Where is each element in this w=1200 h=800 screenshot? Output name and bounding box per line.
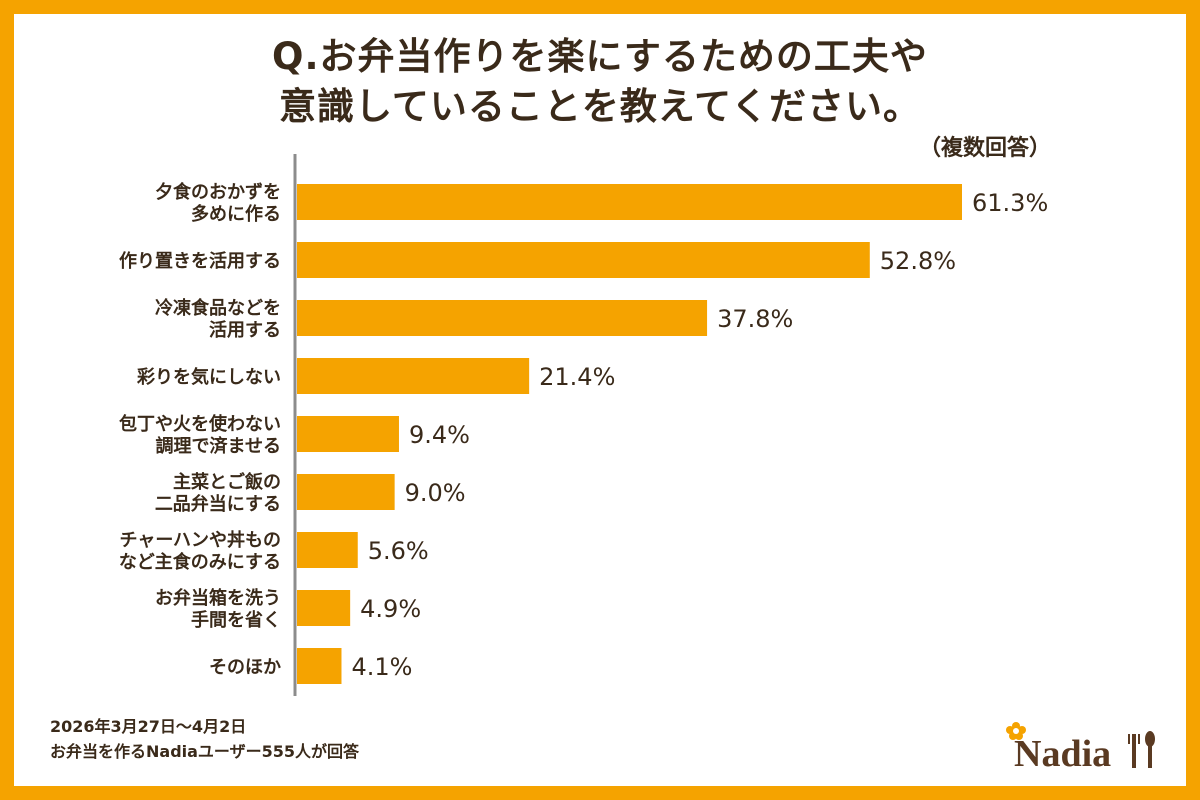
bar-5: [297, 474, 395, 510]
category-label-3-0: 彩りを気にしない: [136, 366, 281, 388]
category-label-5-1: 二品弁当にする: [155, 493, 281, 515]
value-label-0: 61.3%: [972, 189, 1048, 217]
value-label-7: 4.9%: [360, 595, 421, 623]
multiple-answer-note: （複数回答）: [919, 136, 1052, 161]
value-label-4: 9.4%: [409, 421, 470, 449]
value-label-8: 4.1%: [351, 653, 412, 681]
bar-2: [297, 300, 708, 336]
brand-wordmark: Nadia: [1014, 733, 1111, 774]
category-label-8-0: そのほか: [209, 657, 281, 678]
category-label-1-0: 作り置きを活用する: [119, 250, 281, 272]
bar-1: [297, 242, 870, 278]
category-label-5-0: 主菜とご飯の: [173, 471, 281, 493]
category-label-2-0: 冷凍食品などを: [155, 297, 281, 319]
bar-3: [297, 358, 530, 394]
category-label-0-0: 夕食のおかずを: [155, 181, 281, 203]
chart-title: Q.お弁当作りを楽にするための工夫や 意識していることを教えてください。: [14, 32, 1186, 132]
bar-4: [297, 416, 399, 452]
flower-icon: [1006, 722, 1026, 740]
title-line-2: 意識していることを教えてください。: [279, 85, 921, 128]
bar-7: [297, 590, 351, 626]
value-label-3: 21.4%: [539, 363, 615, 391]
category-label-4-0: 包丁や火を使わない: [119, 413, 281, 435]
chart-frame: Q.お弁当作りを楽にするための工夫や 意識していることを教えてください。 （複数…: [14, 14, 1186, 786]
bar-8: [297, 648, 342, 684]
value-label-2: 37.8%: [717, 305, 793, 333]
nadia-logo: Nadia: [1006, 722, 1155, 774]
category-label-0-1: 多めに作る: [191, 203, 281, 225]
category-label-6-1: など主食のみにする: [119, 551, 281, 573]
survey-date: 2026年3月27日～4月2日: [50, 717, 247, 736]
title-line-1: Q.お弁当作りを楽にするための工夫や: [272, 35, 928, 78]
bar-0: [297, 184, 962, 220]
category-label-6-0: チャーハンや丼もの: [120, 530, 281, 551]
value-label-1: 52.8%: [880, 247, 956, 275]
category-label-7-0: お弁当箱を洗う: [155, 587, 281, 609]
category-label-4-1: 調理で済ませる: [156, 435, 281, 457]
fork-spoon-icon: [1128, 731, 1155, 768]
survey-respondents: お弁当を作るNadiaユーザー555人が回答: [50, 742, 360, 761]
value-label-5: 9.0%: [405, 479, 466, 507]
category-label-7-1: 手間を省く: [191, 609, 281, 631]
value-label-6: 5.6%: [368, 537, 429, 565]
category-label-2-1: 活用する: [209, 319, 281, 341]
survey-footer: 2026年3月27日～4月2日 お弁当を作るNadiaユーザー555人が回答: [50, 714, 359, 764]
bar-6: [297, 532, 358, 568]
